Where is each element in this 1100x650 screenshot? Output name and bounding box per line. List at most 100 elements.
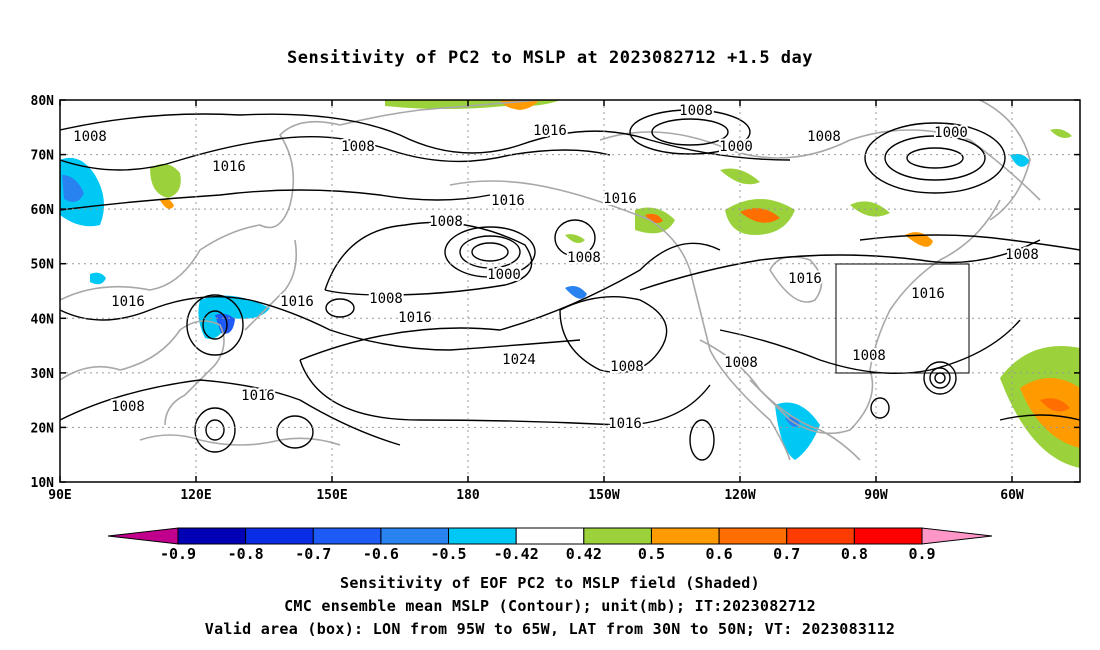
- contour-label: 1008: [807, 129, 841, 145]
- shade-blob: [150, 164, 181, 198]
- shade-blob: [720, 168, 760, 185]
- contour-low: [276, 415, 314, 449]
- contour-low: [923, 361, 957, 395]
- colorbar-segment: [312, 527, 382, 545]
- contour-low: [870, 397, 890, 419]
- shade-blob: [1020, 378, 1080, 448]
- caption-line-2: CMC ensemble mean MSLP (Contour); unit(m…: [284, 597, 816, 615]
- caption-line-3: Valid area (box): LON from 95W to 65W, L…: [204, 620, 896, 638]
- contour-label: 1000: [719, 139, 753, 155]
- coastline-asia: [60, 100, 541, 301]
- contour-label: 1000: [934, 125, 968, 141]
- colorbar-label: -0.5: [430, 545, 466, 563]
- lon-label: 150W: [588, 488, 619, 503]
- contour-label: 1016: [788, 271, 822, 287]
- colorbar-segment: [718, 527, 788, 545]
- contour-line: [859, 234, 1080, 251]
- lat-axis: 80N 70N 60N 50N 40N 30N 20N 10N: [31, 94, 1080, 491]
- colorbar-segment: [515, 527, 585, 545]
- contour-label: 1008: [724, 355, 758, 371]
- contour-low: [202, 310, 228, 340]
- contour-line: [60, 295, 581, 351]
- colorbar-label: -0.9: [160, 545, 196, 563]
- shade-blob: [1010, 153, 1030, 167]
- contour-low: [929, 367, 951, 389]
- contour-label: 1016: [603, 191, 637, 207]
- shade-blob: [740, 208, 780, 223]
- contour-label: 1008: [610, 359, 644, 375]
- contour-label: 1016: [280, 294, 314, 310]
- contour-label: 1000: [487, 267, 521, 283]
- contour-label: 1008: [852, 348, 886, 364]
- lat-label: 50N: [31, 258, 55, 273]
- contour-label: 1008: [429, 214, 463, 230]
- contour-line: [324, 221, 533, 296]
- contour-label: 1008: [73, 129, 107, 145]
- lon-label: 60W: [1000, 488, 1024, 503]
- coastline-alaska: [449, 180, 791, 461]
- contour-label: 1016: [608, 416, 642, 432]
- contour-low: [906, 147, 964, 169]
- shade-blob: [160, 198, 174, 209]
- colorbar-label: -0.7: [295, 545, 331, 563]
- lon-axis: 90E 120E 150E 180 150W 120W 90W 60W: [48, 100, 1024, 503]
- coastline-mexico: [699, 339, 861, 461]
- colorbar-segment: [786, 527, 855, 545]
- contour-low: [864, 122, 1006, 194]
- colorbar-segment: [177, 527, 247, 545]
- contour-line: [299, 242, 721, 361]
- contour-low: [689, 419, 715, 461]
- colorbar-label: 0.8: [841, 545, 868, 563]
- map-title: Sensitivity of PC2 to MSLP at 2023082712…: [286, 48, 813, 68]
- shade-blob: [1050, 128, 1072, 138]
- shade-blob: [565, 286, 587, 299]
- contour-low: [444, 226, 536, 278]
- coastline-indonesia: [139, 434, 341, 446]
- contour-label: 1016: [111, 294, 145, 310]
- lat-label: 70N: [31, 149, 55, 164]
- coastline-na-north: [599, 129, 1041, 201]
- contour-label: 1008: [111, 399, 145, 415]
- colorbar-label: 0.42: [566, 545, 602, 563]
- lon-label: 120E: [180, 488, 211, 503]
- contour-line: [559, 296, 668, 374]
- colorbar-labels: -0.9 -0.8 -0.7 -0.6 -0.5 -0.42 0.42 0.5 0.6 0.7 0.…: [160, 545, 936, 563]
- contour-line: [299, 359, 711, 426]
- contour-labels: 1008 1008 1016 1016 1008 1000 1008 1000 1016 1016…: [71, 101, 1041, 434]
- coastline-na-east: [749, 199, 1001, 435]
- contour-low: [629, 109, 751, 155]
- contour-low: [934, 372, 946, 384]
- contour-line: [60, 135, 611, 171]
- contour-low: [884, 135, 986, 181]
- coastline-japan: [244, 239, 298, 331]
- colorbar-label: -0.8: [228, 545, 264, 563]
- contour-label: 1016: [911, 286, 945, 302]
- lat-label: 20N: [31, 421, 55, 436]
- contour-low: [459, 235, 521, 269]
- colorbar-segment: [245, 527, 314, 545]
- colorbar-segment: [650, 527, 720, 545]
- contour-label: 1016: [533, 123, 567, 139]
- contour-label: 1016: [491, 193, 525, 209]
- graticule: [60, 100, 1080, 482]
- contour-low: [205, 419, 225, 441]
- shade-blob: [905, 232, 933, 247]
- colorbar-segment: [380, 527, 450, 545]
- contour-label: 1008: [369, 291, 403, 307]
- lat-label: 80N: [31, 94, 55, 109]
- contour-low: [186, 294, 244, 356]
- contour-low: [554, 219, 596, 257]
- contour-low: [651, 118, 729, 146]
- contour-low: [194, 407, 236, 453]
- contour-line: [60, 189, 491, 211]
- contour-label: 1008: [567, 250, 601, 266]
- contour-label: 1016: [398, 310, 432, 326]
- contour-line: [60, 113, 791, 161]
- contour-label: 1016: [241, 388, 275, 404]
- colorbar-label: -0.42: [494, 545, 539, 563]
- coastlines: [60, 100, 1041, 461]
- map-frame: [59, 99, 1081, 483]
- lat-label: 10N: [31, 476, 55, 491]
- shade-blob: [1040, 398, 1070, 412]
